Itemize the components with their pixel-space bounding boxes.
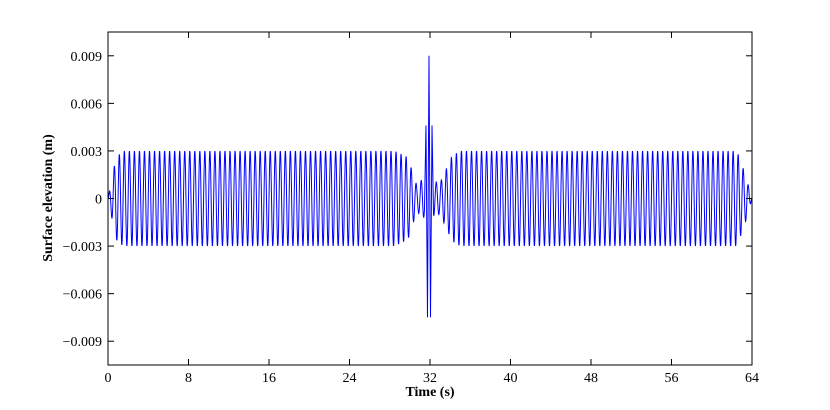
y-tick-label: 0.003 — [71, 145, 103, 160]
x-tick-label: 32 — [423, 371, 437, 386]
y-axis-label: Surface elevation (m) — [41, 134, 56, 262]
y-tick-label: 0 — [95, 193, 102, 208]
y-tick-label: −0.009 — [63, 335, 102, 350]
y-tick-label: −0.006 — [63, 288, 102, 303]
x-tick-label: 64 — [745, 371, 759, 386]
y-tick-label: 0.009 — [71, 50, 103, 65]
x-tick-label: 40 — [504, 371, 518, 386]
ticks-layer: 0 8 16 24 32 40 48 56 64 0.009 0.006 0.003 0 −0.003 −0… — [63, 32, 759, 386]
x-tick-label: 16 — [262, 371, 276, 386]
y-tick-label: −0.003 — [63, 240, 102, 255]
series-layer — [107, 55, 753, 318]
surface-elevation-series-line — [107, 55, 753, 318]
y-tick-label: 0.006 — [71, 97, 103, 112]
x-tick-label: 0 — [105, 371, 112, 386]
x-tick-label: 48 — [584, 371, 598, 386]
x-tick-label: 24 — [343, 371, 357, 386]
x-tick-label: 8 — [185, 371, 192, 386]
x-tick-label: 56 — [665, 371, 679, 386]
x-axis-label: Time (s) — [405, 385, 454, 400]
